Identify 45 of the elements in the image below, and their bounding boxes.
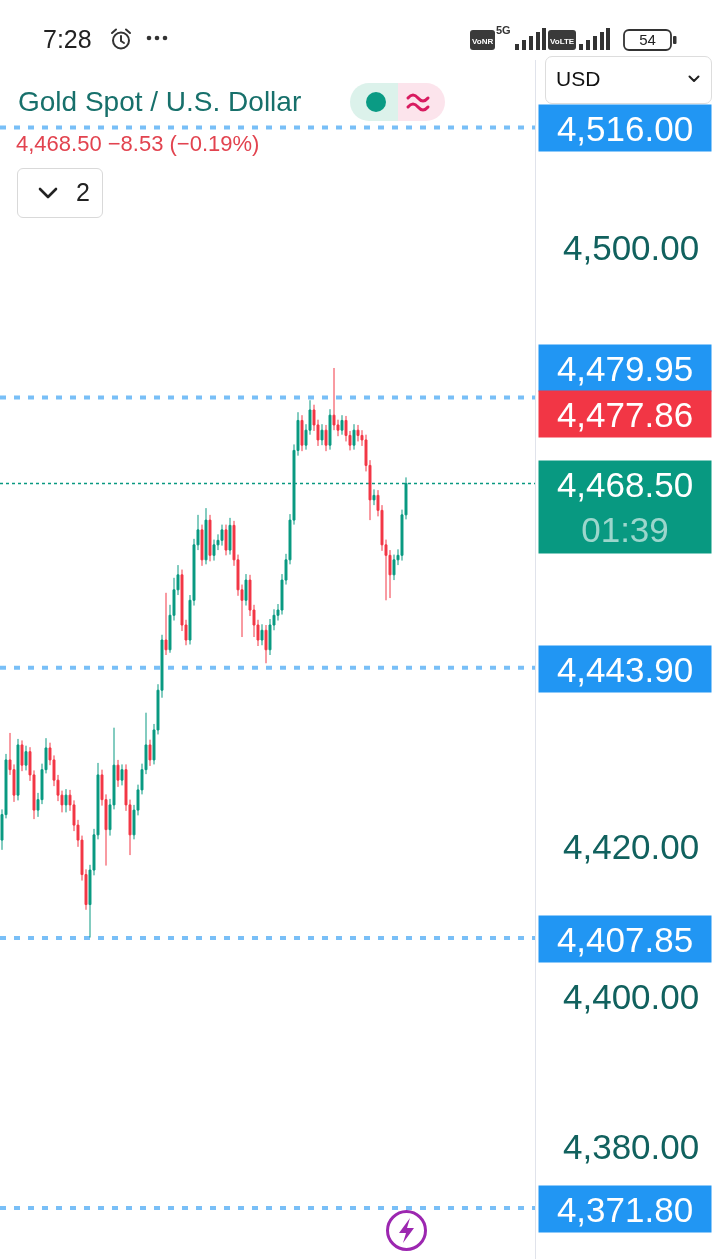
candlestick [372,488,376,506]
candlestick [148,739,152,767]
y-tick-label: 4,380.00 [563,1126,700,1166]
ref-line-label: 4,516.00 [556,108,694,148]
text: 7:28 [43,25,92,53]
text: 4,468.50 −8.53 (−0.19%) [16,131,260,157]
status-badge: VoNR [470,30,496,50]
candlestick [164,592,168,656]
status-badge: VoLTE [548,30,577,50]
candlestick [20,739,24,772]
candlestick [220,524,224,547]
candlestick [120,763,124,786]
candlestick [200,524,204,567]
y-tick-label: 4,420.00 [563,827,700,867]
candlestick [208,514,212,562]
candlestick [340,414,344,436]
candlestick [204,507,208,565]
candlestick [16,738,20,801]
candlestick [24,745,28,771]
ref-line-label: 4,479.95 [556,348,694,388]
ref-line-label: 4,407.85 [556,919,694,959]
candlestick [356,424,360,442]
text: 4,477.86 [556,394,694,434]
candlestick [328,408,332,451]
ref-line-label: 4,443.90 [556,649,694,689]
candlestick [224,524,228,556]
text: Gold Spot / U.S. Dollar [18,85,302,119]
candlestick [324,424,328,452]
candlestick [116,759,120,788]
ref-line-label: 4,371.80 [556,1189,694,1229]
candlestick [264,624,268,664]
text: 54 [624,30,671,50]
ref-line-label: 4,468.50 01:39 [556,464,694,550]
annotation: 2 [76,178,90,206]
candlestick [244,573,248,607]
y-tick-label: 4,400.00 [563,976,700,1016]
text: 5G [496,24,511,37]
text: USD [556,66,601,92]
candlestick [300,414,304,452]
candlestick [320,423,324,446]
candlestick [260,623,264,646]
candlestick [352,423,356,451]
candlestick [228,517,232,556]
candlestick [64,788,68,813]
y-tick-label: 4,500.00 [563,227,700,267]
